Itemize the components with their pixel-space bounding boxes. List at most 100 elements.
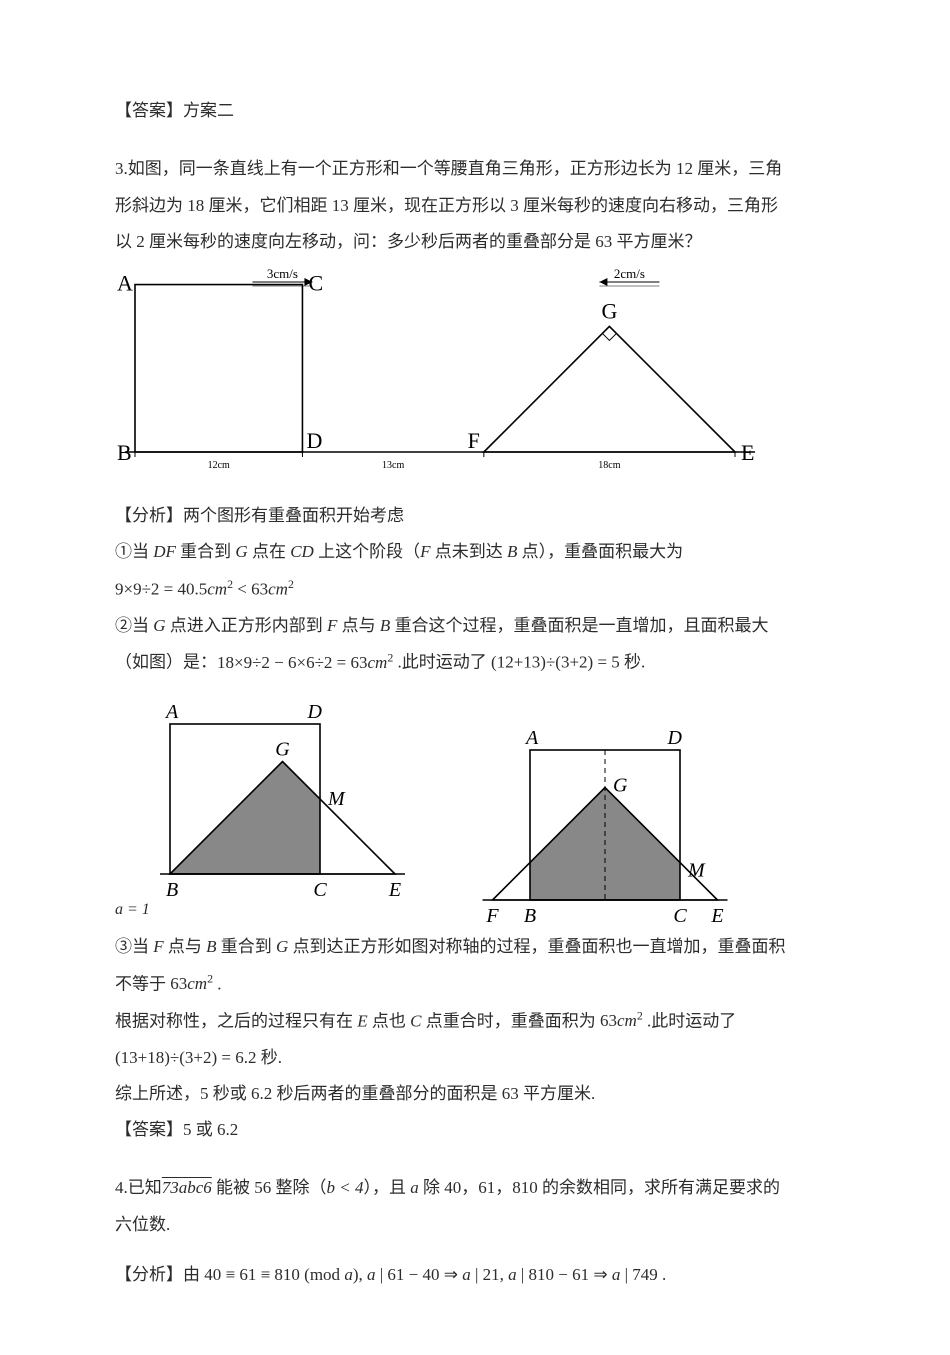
q3-eq6: (13+18)÷(3+2) = 6.2 秒. <box>115 1042 835 1074</box>
t: 已知 <box>128 1178 162 1197</box>
var-f2: F <box>327 616 337 635</box>
svg-text:18cm: 18cm <box>598 460 620 471</box>
q3-ana-3: （如图）是：18×9÷2 − 6×6÷2 = 63cm2 .此时运动了 (12+… <box>115 646 835 679</box>
q3-answer: 【答案】5 或 6.2 <box>115 1114 835 1146</box>
t: 除 40，61，810 的余数相同，求所有满足要求的 <box>419 1178 780 1197</box>
a-eq-1: a = 1 <box>115 895 415 925</box>
var-df: DF <box>153 542 176 561</box>
svg-text:A: A <box>117 271 133 296</box>
t: .此时运动了 <box>393 653 487 672</box>
q3-text-1: 如图，同一条直线上有一个正方形和一个等腰直角三角形，正方形边长为 12 厘米，三… <box>128 159 783 178</box>
t: 重合这个过程，重叠面积是一直增加，且面积最大 <box>390 616 768 635</box>
svg-text:A: A <box>164 701 179 723</box>
t: 点进入正方形内部到 <box>166 616 328 635</box>
var-g2: G <box>153 616 165 635</box>
q4-line2: 六位数. <box>115 1209 835 1241</box>
eq2: 18×9÷2 − 6×6÷2 = 63cm2 <box>217 653 393 672</box>
q3-ana-2: ②当 G 点进入正方形内部到 F 点与 B 重合这个过程，重叠面积是一直增加，且… <box>115 610 835 642</box>
svg-text:G: G <box>601 299 617 324</box>
t: 重合到 <box>217 937 277 956</box>
t: 点也 <box>368 1011 411 1030</box>
svg-text:C: C <box>673 905 687 925</box>
svg-text:D: D <box>667 727 683 749</box>
svg-text:A: A <box>524 727 539 749</box>
eq3: (12+13)÷(3+2) = 5 <box>487 653 620 672</box>
t: 点在 <box>248 542 291 561</box>
q4-analysis: 【分析】由 40 ≡ 61 ≡ 810 (mod a), a | 61 − 40… <box>115 1259 835 1291</box>
q4-line1: 4.已知73abc6 能被 56 整除（b < 4），且 a 除 40，61，8… <box>115 1172 835 1204</box>
q4-overline: 73abc6 <box>162 1178 212 1197</box>
q4-num: 4. <box>115 1178 128 1197</box>
t: 不等于 <box>115 974 166 993</box>
q3-line3: 以 2 厘米每秒的速度向左移动，问：多少秒后两者的重叠部分是 63 平方厘米？ <box>115 226 835 258</box>
svg-text:D: D <box>306 428 322 453</box>
t: 重合到 <box>176 542 236 561</box>
t: 点），重叠面积最大为 <box>517 542 683 561</box>
var-f3: F <box>153 937 163 956</box>
var-f: F <box>420 542 430 561</box>
t: ③当 <box>115 937 153 956</box>
svg-text:M: M <box>327 788 346 810</box>
svg-text:13cm: 13cm <box>382 460 404 471</box>
svg-text:2cm/s: 2cm/s <box>614 266 645 281</box>
svg-text:C: C <box>313 879 327 899</box>
svg-text:M: M <box>687 860 706 882</box>
svg-text:F: F <box>468 428 480 453</box>
q3-subfigures: ADGMBCE a = 1 ADGMFBCE <box>115 689 835 925</box>
q3-figure-1: 12cm 13cm 18cm A B C D F E G 3cm/s 2cm/s <box>115 262 835 492</box>
t: ），且 <box>364 1178 411 1197</box>
svg-text:B: B <box>117 440 132 465</box>
q3-ana-5: 不等于 63cm2 . <box>115 968 835 1001</box>
var-a: a <box>410 1178 419 1197</box>
var-c: C <box>410 1011 421 1030</box>
q3-ana-4: ③当 F 点与 B 重合到 G 点到达正方形如图对称轴的过程，重叠面积也一直增加… <box>115 931 835 963</box>
var-e: E <box>357 1011 367 1030</box>
svg-text:B: B <box>524 905 536 925</box>
var-g3: G <box>276 937 288 956</box>
t: 根据对称性，之后的过程只有在 <box>115 1011 357 1030</box>
t: 上这个阶段（ <box>314 542 420 561</box>
svg-text:E: E <box>710 905 723 925</box>
t: .此时运动了 <box>643 1011 737 1030</box>
t: 点重合时，重叠面积为 <box>421 1011 595 1030</box>
q4-eq: 40 ≡ 61 ≡ 810 (mod a), a | 61 − 40 ⇒ a |… <box>200 1265 658 1284</box>
var-b: B <box>507 542 517 561</box>
eq5: 63cm2 <box>596 1011 643 1030</box>
svg-text:E: E <box>388 879 401 899</box>
prev-answer: 【答案】方案二 <box>115 95 835 127</box>
svg-text:B: B <box>166 879 178 899</box>
q3-analysis-hdr: 【分析】两个图形有重叠面积开始考虑 <box>115 500 835 532</box>
t: 秒. <box>620 653 646 672</box>
q4-ineq: b < 4 <box>327 1178 364 1197</box>
var-b2: B <box>380 616 390 635</box>
t: 点与 <box>337 616 380 635</box>
q3-num: 3. <box>115 159 128 178</box>
q3-line1: 3.如图，同一条直线上有一个正方形和一个等腰直角三角形，正方形边长为 12 厘米… <box>115 153 835 185</box>
var-g: G <box>235 542 247 561</box>
q3-line2: 形斜边为 18 厘米，它们相距 13 厘米，现在正方形以 3 厘米每秒的速度向右… <box>115 190 835 222</box>
svg-text:F: F <box>485 905 499 925</box>
var-cd: CD <box>290 542 314 561</box>
svg-text:D: D <box>307 701 323 723</box>
t: 点与 <box>164 937 207 956</box>
q3-eq1: 9×9÷2 = 40.5cm2 < 63cm2 <box>115 573 835 606</box>
q3-ana-8: 综上所述，5 秒或 6.2 秒后两者的重叠部分的面积是 63 平方厘米. <box>115 1078 835 1110</box>
q3-ana-1: ①当 DF 重合到 G 点在 CD 上这个阶段（F 点未到达 B 点），重叠面积… <box>115 536 835 568</box>
q3-ana-6: 根据对称性，之后的过程只有在 E 点也 C 点重合时，重叠面积为 63cm2 .… <box>115 1005 835 1038</box>
t: 点到达正方形如图对称轴的过程，重叠面积也一直增加，重叠面积 <box>288 937 785 956</box>
svg-text:3cm/s: 3cm/s <box>267 266 298 281</box>
svg-text:12cm: 12cm <box>208 460 230 471</box>
t: ②当 <box>115 616 153 635</box>
t: 能被 56 整除（ <box>212 1178 327 1197</box>
svg-text:E: E <box>741 440 754 465</box>
t: 【分析】由 <box>115 1265 200 1284</box>
svg-text:G: G <box>275 738 290 760</box>
svg-text:C: C <box>308 271 323 296</box>
t: ①当 <box>115 542 153 561</box>
var-b3: B <box>206 937 216 956</box>
t: （如图）是： <box>115 653 217 672</box>
t: . <box>213 974 222 993</box>
t: 点未到达 <box>430 542 507 561</box>
svg-text:G: G <box>613 775 628 797</box>
eq4: 63cm2 <box>166 974 213 993</box>
